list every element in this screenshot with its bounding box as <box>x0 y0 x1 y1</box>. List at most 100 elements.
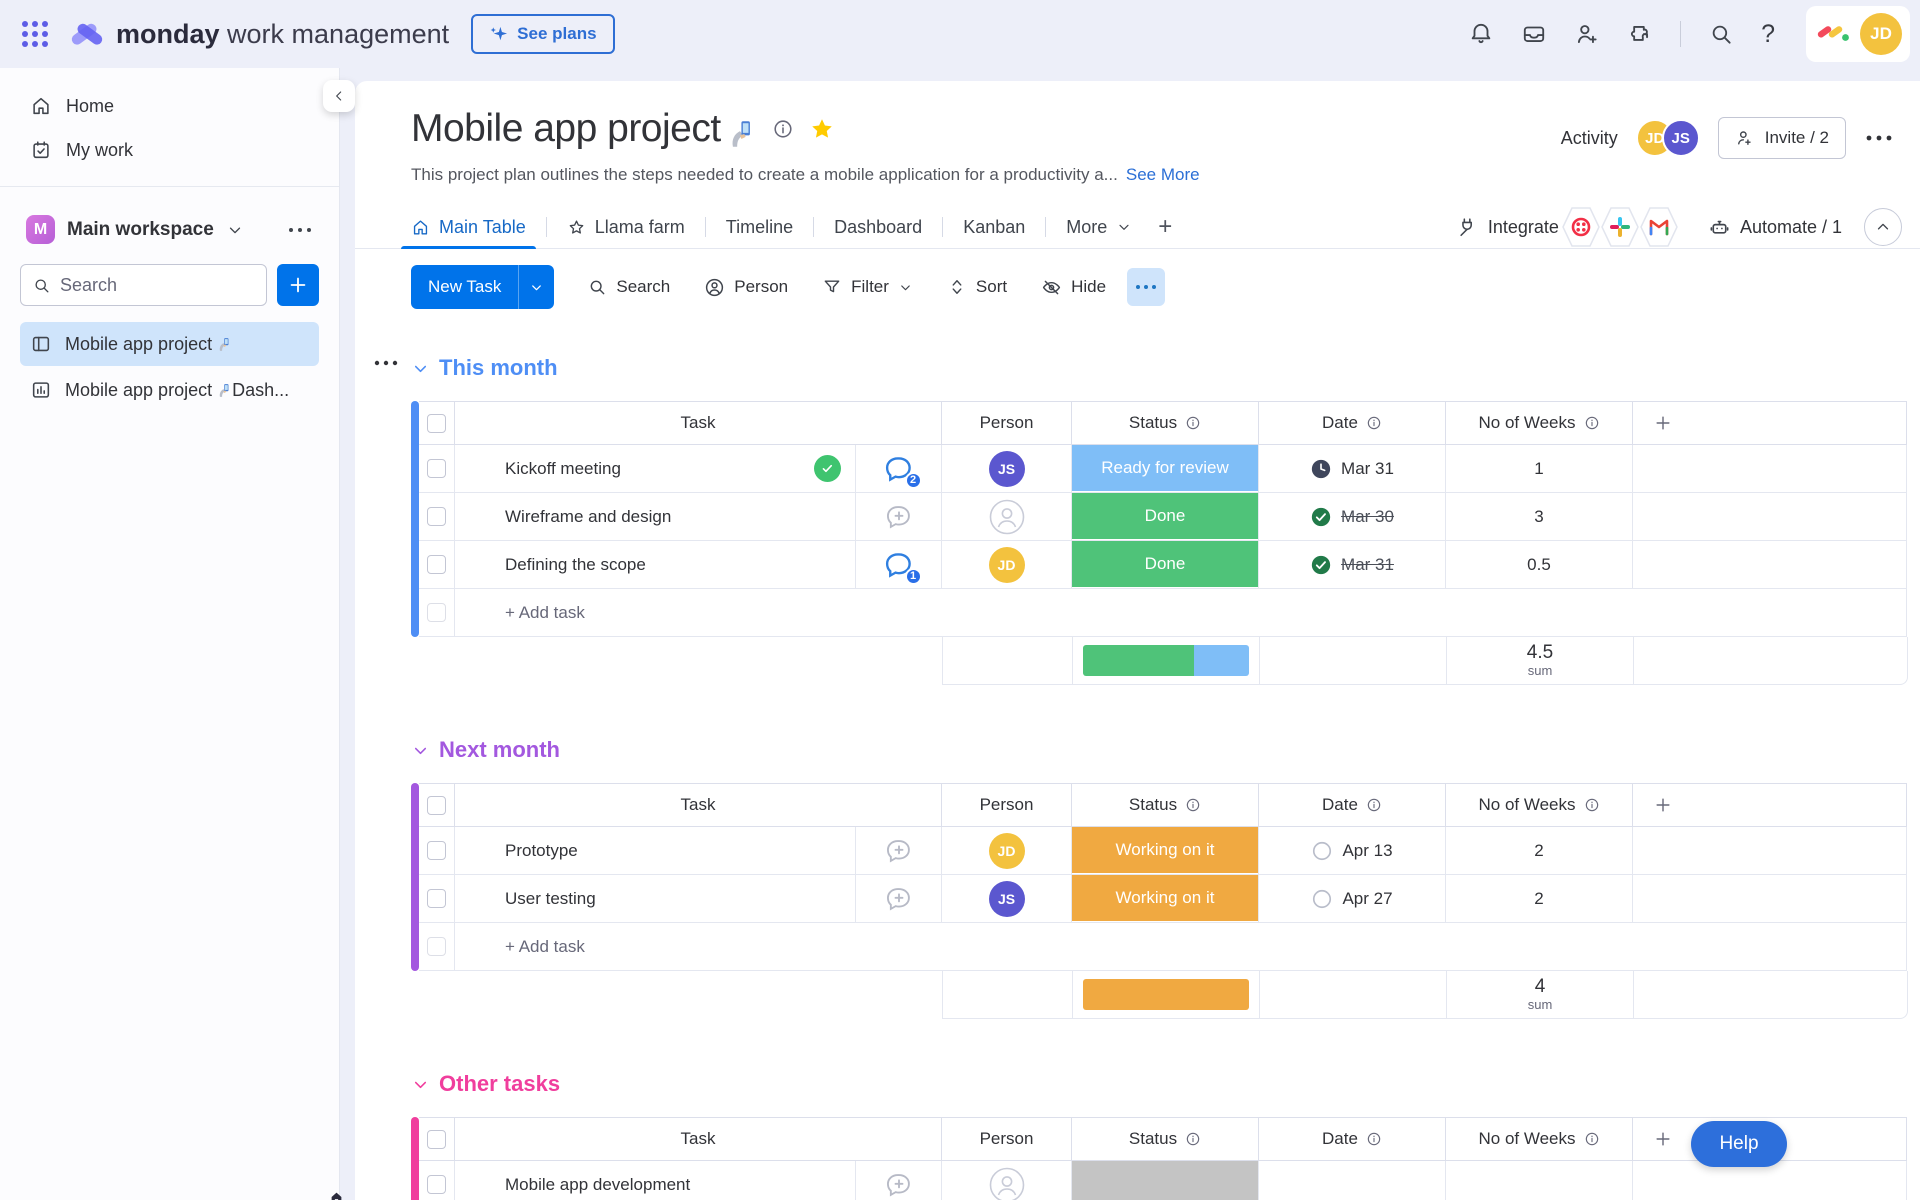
task-name[interactable]: Prototype <box>505 840 578 860</box>
person-placeholder-avatar[interactable] <box>989 499 1025 535</box>
column-header-date[interactable]: Date <box>1259 1117 1446 1161</box>
info-icon[interactable] <box>1366 797 1382 813</box>
select-all-checkbox-cell[interactable] <box>419 783 455 827</box>
column-header-person[interactable]: Person <box>942 783 1072 827</box>
status-cell[interactable]: Done <box>1072 493 1259 541</box>
column-header-status[interactable]: Status <box>1072 1117 1259 1161</box>
add-task-row[interactable]: + Add task <box>419 923 1907 971</box>
date-cell[interactable]: Apr 27 <box>1259 875 1446 923</box>
see-plans-button[interactable]: See plans <box>471 14 615 54</box>
tab-more[interactable]: More <box>1056 205 1142 249</box>
add-task-row[interactable]: + Add task <box>419 589 1907 637</box>
info-icon[interactable] <box>1185 415 1201 431</box>
column-header-weeks[interactable]: No of Weeks <box>1446 1117 1633 1161</box>
person-cell[interactable]: JD <box>942 827 1072 875</box>
sidebar-board-dashboard[interactable]: Mobile app project Dash... <box>20 368 319 412</box>
chat-cell[interactable]: 2 <box>856 445 942 493</box>
add-chat-icon[interactable] <box>885 503 913 531</box>
info-icon[interactable] <box>1584 797 1600 813</box>
working-segment[interactable] <box>1083 979 1249 1010</box>
tab-llama-farm[interactable]: Llama farm <box>557 205 695 249</box>
board-title[interactable]: Mobile app project <box>411 107 757 151</box>
row-checkbox-cell[interactable] <box>419 827 455 875</box>
checkbox[interactable] <box>427 841 446 860</box>
add-task-button[interactable]: + Add task <box>455 589 1907 637</box>
favorite-star-icon[interactable] <box>809 116 835 142</box>
monday-logo[interactable]: monday work management <box>68 17 449 51</box>
status-cell[interactable]: Done <box>1072 541 1259 589</box>
person-cell[interactable] <box>942 1161 1072 1200</box>
sidebar-board-mobile-app-project[interactable]: Mobile app project <box>20 322 319 366</box>
tab-main-table[interactable]: Main Table <box>401 205 536 249</box>
sidebar-search[interactable] <box>20 264 267 306</box>
search-icon[interactable] <box>1708 21 1734 47</box>
add-task-button[interactable]: + Add task <box>455 923 1907 971</box>
column-header-person[interactable]: Person <box>942 401 1072 445</box>
add-view-button[interactable]: + <box>1158 213 1173 240</box>
invite-members-icon[interactable] <box>1574 21 1600 47</box>
chat-bubble-icon[interactable] <box>884 550 914 580</box>
tab-dashboard[interactable]: Dashboard <box>824 205 932 249</box>
automate-button[interactable]: Automate / 1 <box>1708 216 1842 239</box>
slack-badge-icon[interactable] <box>1597 204 1643 250</box>
new-task-button[interactable]: New Task <box>411 265 555 309</box>
checkbox[interactable] <box>427 459 446 478</box>
help-question-icon[interactable]: ? <box>1761 19 1775 48</box>
gmail-badge-icon[interactable] <box>1636 204 1682 250</box>
user-avatar[interactable]: JD <box>1860 13 1902 55</box>
row-checkbox-cell[interactable] <box>419 875 455 923</box>
select-all-checkbox-cell[interactable] <box>419 401 455 445</box>
task-name[interactable]: Defining the scope <box>505 554 646 574</box>
account-pill[interactable]: JD <box>1806 6 1910 62</box>
status-chip[interactable] <box>1072 1161 1258 1200</box>
checkbox[interactable] <box>427 555 446 574</box>
weeks-cell[interactable]: 1 <box>1446 445 1633 493</box>
chat-cell[interactable] <box>856 1161 942 1200</box>
date-cell[interactable]: Mar 31 <box>1259 541 1446 589</box>
activity-button[interactable]: Activity <box>1560 127 1618 148</box>
tab-timeline[interactable]: Timeline <box>716 205 803 249</box>
search-tool[interactable]: Search <box>574 267 683 307</box>
activity-avatars[interactable]: JD JS <box>1635 119 1700 157</box>
date-cell[interactable] <box>1259 1161 1446 1200</box>
task-cell[interactable]: User testing <box>455 875 856 923</box>
person-cell[interactable]: JS <box>942 445 1072 493</box>
add-column-button[interactable] <box>1633 783 1907 827</box>
person-avatar[interactable]: JD <box>988 832 1025 869</box>
group-title[interactable]: Other tasks <box>439 1071 561 1096</box>
person-avatar[interactable]: JD <box>988 546 1025 583</box>
integrate-button[interactable]: Integrate <box>1457 216 1559 238</box>
status-chip[interactable]: Done <box>1072 541 1258 587</box>
sidebar-item-my-work[interactable]: My work <box>20 128 319 172</box>
person-avatar[interactable]: JS <box>988 880 1025 917</box>
date-cell[interactable]: Mar 31 <box>1259 445 1446 493</box>
status-cell[interactable]: Working on it <box>1072 875 1259 923</box>
person-cell[interactable] <box>942 493 1072 541</box>
add-chat-icon[interactable] <box>885 885 913 913</box>
checkbox[interactable] <box>427 1129 446 1149</box>
invite-button[interactable]: Invite / 2 <box>1717 117 1846 159</box>
inbox-icon[interactable] <box>1521 21 1547 47</box>
checkbox[interactable] <box>427 795 446 815</box>
app-switcher-icon[interactable] <box>22 21 48 47</box>
see-more-link[interactable]: See More <box>1125 165 1200 184</box>
task-cell[interactable]: Mobile app development <box>455 1161 856 1200</box>
info-icon[interactable] <box>1584 415 1600 431</box>
new-task-label[interactable]: New Task <box>411 265 519 309</box>
info-icon[interactable] <box>1185 1131 1201 1147</box>
filter-tool[interactable]: Filter <box>809 267 926 307</box>
column-header-status[interactable]: Status <box>1072 401 1259 445</box>
status-cell[interactable]: Working on it <box>1072 827 1259 875</box>
info-icon[interactable] <box>1366 1131 1382 1147</box>
integration-app-badges[interactable] <box>1562 204 1682 250</box>
row-checkbox-cell[interactable] <box>419 1161 455 1200</box>
info-icon[interactable] <box>1366 415 1382 431</box>
status-chip[interactable]: Working on it <box>1072 827 1258 873</box>
group-collapse-icon[interactable] <box>411 359 430 378</box>
column-header-weeks[interactable]: No of Weeks <box>1446 783 1633 827</box>
group-title[interactable]: Next month <box>439 737 560 762</box>
status-distribution-bar[interactable] <box>1083 979 1249 1010</box>
date-cell[interactable]: Mar 30 <box>1259 493 1446 541</box>
sort-tool[interactable]: Sort <box>934 267 1020 307</box>
group-collapse-icon[interactable] <box>411 1075 430 1094</box>
